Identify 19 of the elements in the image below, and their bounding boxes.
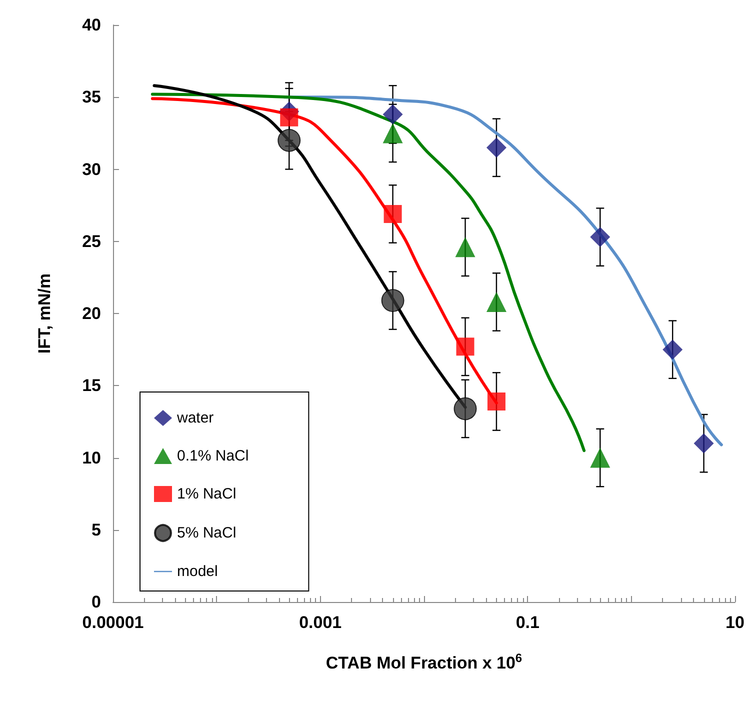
y-tick-label: 0 (92, 592, 101, 612)
legend-label: model (177, 563, 218, 580)
y-tick-label: 30 (82, 160, 101, 179)
x-tick-label: 0.1 (516, 613, 540, 632)
x-tick-label: 0.00001 (82, 613, 144, 632)
y-tick-label: 25 (82, 232, 101, 251)
y-axis-title: IFT, mN/m (35, 273, 54, 354)
y-tick-label: 15 (82, 376, 101, 396)
legend-label: 0.1% NaCl (177, 448, 249, 464)
y-tick-label: 40 (82, 16, 101, 34)
x-tick-label: 0.001 (299, 613, 342, 632)
y-tick-label: 35 (82, 88, 101, 107)
x-tick-label: 10 (726, 613, 744, 632)
legend-label: water (176, 410, 214, 426)
legend-label: 5% NaCl (177, 524, 236, 542)
y-tick-label: 20 (82, 304, 101, 323)
legend-label: 1% NaCl (177, 486, 236, 502)
y-tick-label: 10 (82, 448, 101, 468)
y-tick-label: 5 (92, 520, 101, 540)
